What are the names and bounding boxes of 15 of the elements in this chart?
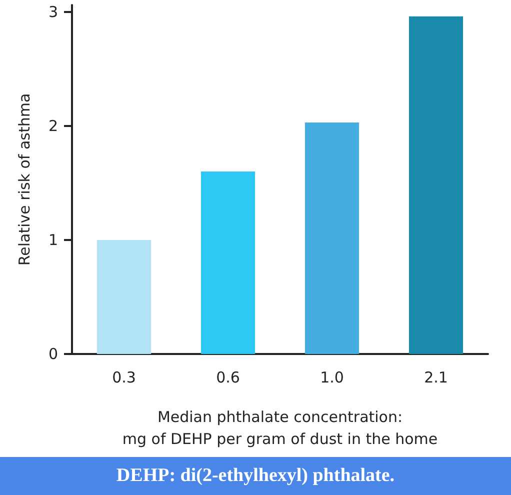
text: DEHP: di(2-ethylhexyl) phthalate. xyxy=(0,457,511,495)
y-tick-label: 3 xyxy=(48,2,58,21)
y-tick-label: 1 xyxy=(48,230,58,249)
bar xyxy=(304,122,360,354)
bar xyxy=(408,16,464,354)
x-tick-label: 0.3 xyxy=(112,368,136,386)
x-tick-label: 0.6 xyxy=(216,368,240,386)
bar xyxy=(200,172,256,354)
x-tick-label: 1.0 xyxy=(320,368,344,386)
x-tick-label: 2.1 xyxy=(424,368,448,386)
x-axis-title: Median phthalate concentration: mg of DEHP per gram of dust in the home xyxy=(122,408,438,448)
y-tick-label: 0 xyxy=(48,345,58,363)
y-tick-label: 2 xyxy=(48,116,58,135)
y-axis-title: Relative risk of asthma xyxy=(16,93,34,266)
bar xyxy=(96,240,152,354)
